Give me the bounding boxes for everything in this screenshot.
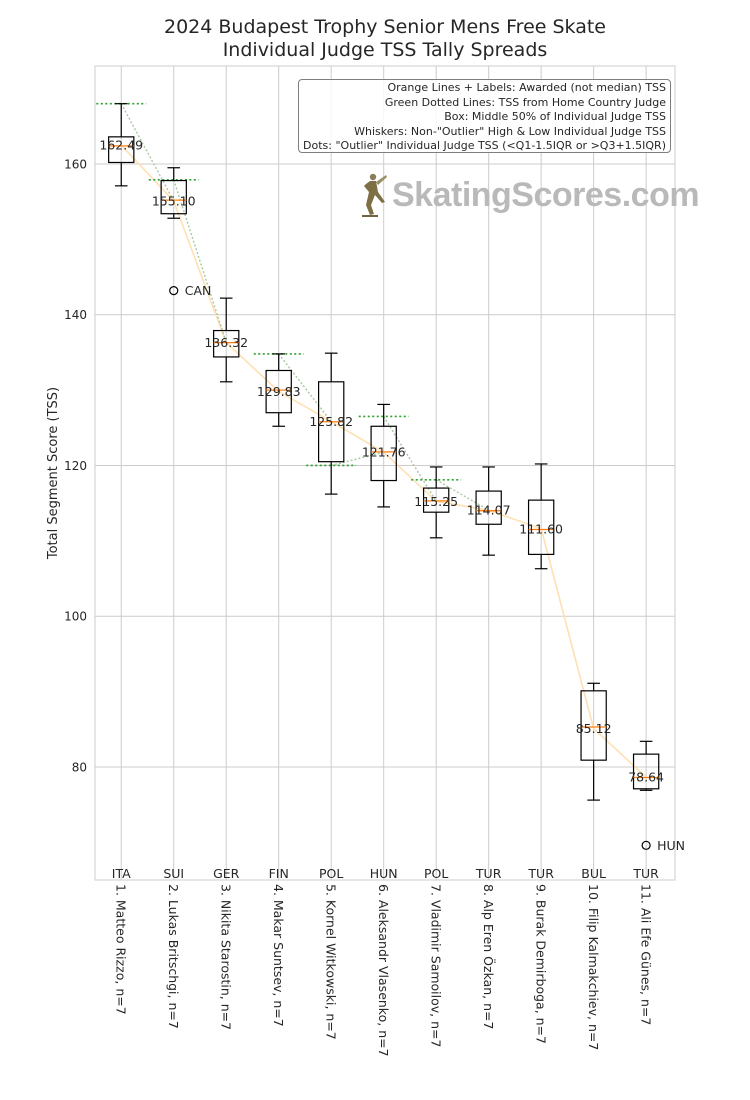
box-layer: CAN HUN — [108, 103, 685, 853]
y-tick-label: 140 — [64, 308, 87, 322]
outlier-point — [641, 840, 651, 850]
iqr-box — [160, 179, 187, 215]
iqr-box — [527, 499, 555, 555]
legend-entry: Orange Lines + Labels: Awarded (not medi… — [387, 81, 667, 94]
home-judge-connector — [383, 416, 437, 502]
skater-box-plot: CAN — [160, 167, 212, 298]
iqr-box — [370, 425, 397, 482]
axis-layer: 80 100 120 140 160 ITA 1. Matteo Rizzo, n=7 SUI… — [64, 157, 659, 1056]
awarded-score-label: 125.82 — [309, 414, 353, 429]
awarded-score-label: 85.12 — [576, 721, 612, 736]
plot-area-background — [95, 66, 675, 880]
country-label: TUR — [527, 866, 554, 881]
iqr-box — [475, 490, 502, 525]
chart-title-line-2: Individual Judge TSS Tally Spreads — [222, 39, 548, 61]
skater-box-plot — [580, 682, 607, 801]
skater-box-plot — [108, 103, 135, 187]
skater-name-tick-label: 10. Filip Kalmakchiev, n=7 — [586, 884, 601, 1050]
skater-name-tick-label: 2. Lukas Britschgi, n=7 — [166, 884, 181, 1029]
awarded-score-label: 162.49 — [99, 138, 143, 153]
skater-name-tick-label: 8. Alp Eren Özkan, n=7 — [481, 884, 497, 1029]
y-tick-label: 160 — [64, 157, 87, 171]
home-judge-connector — [173, 179, 227, 343]
skater-name-tick-label: 7. Vladimir Samoilov, n=7 — [429, 884, 444, 1047]
y-tick-label: 120 — [64, 459, 87, 473]
iqr-box — [580, 690, 607, 761]
awarded-score-label: 155.10 — [152, 193, 196, 208]
country-label: TUR — [475, 866, 502, 881]
legend: Orange Lines + Labels: Awarded (not medi… — [298, 79, 671, 153]
country-label: ITA — [112, 866, 131, 881]
watermark-text: SkatingScores.com — [392, 176, 700, 214]
outlier-label: HUN — [657, 838, 685, 853]
skater-logo-icon — [362, 173, 387, 217]
legend-entry: Dots: "Outlier" Individual Judge TSS (<Q… — [303, 139, 666, 152]
legend-entry: Whiskers: Non-"Outlier" High & Low Indiv… — [354, 124, 666, 138]
outlier-label: CAN — [185, 283, 212, 298]
iqr-box — [213, 329, 240, 358]
legend-entry: Box: Middle 50% of Individual Judge TSS — [444, 110, 666, 123]
skater-name-tick-label: 4. Makar Suntsev, n=7 — [271, 884, 286, 1027]
skater-box-plot — [265, 353, 292, 427]
y-tick-label: 80 — [72, 760, 87, 774]
awarded-score-label: 129.83 — [257, 384, 301, 399]
skater-name-tick-label: 3. Nikita Starostin, n=7 — [219, 884, 234, 1030]
iqr-box — [265, 369, 292, 414]
skater-name-tick-label: 6. Aleksandr Vlasenko, n=7 — [376, 884, 391, 1057]
skater-box-plot — [318, 352, 345, 495]
legend-entry: Green Dotted Lines: TSS from Home Countr… — [384, 95, 666, 109]
home-judge-connector — [331, 451, 384, 467]
awarded-score-label: 136.32 — [204, 335, 248, 350]
y-axis-label: Total Segment Score (TSS) — [46, 387, 61, 560]
awarded-score-label: 78.64 — [628, 770, 664, 785]
chart-title: 2024 Budapest Trophy Senior Mens Free Sk… — [0, 16, 750, 62]
y-tick-label: 100 — [64, 610, 87, 624]
country-label: BUL — [581, 866, 606, 881]
home-judge-layer — [96, 102, 490, 511]
country-label: SUI — [163, 866, 184, 881]
country-label: FIN — [269, 866, 289, 881]
skater-name-tick-label: 1. Matteo Rizzo, n=7 — [114, 884, 129, 1015]
awarded-score-label: 121.76 — [362, 445, 406, 460]
skater-box-plot: HUN — [632, 740, 685, 853]
country-label: POL — [319, 866, 343, 881]
iqr-box — [422, 487, 450, 513]
skater-box-plot — [213, 297, 240, 383]
skater-name-tick-label: 5. Kornel Witkowski, n=7 — [324, 884, 339, 1040]
chart-title-line-1: 2024 Budapest Trophy Senior Mens Free Sk… — [163, 16, 606, 38]
country-label: GER — [213, 866, 240, 881]
country-label: TUR — [632, 866, 659, 881]
awarded-score-label: 114.07 — [467, 503, 511, 518]
iqr-box — [108, 136, 135, 164]
plot-frame — [94, 65, 676, 881]
skater-box-plot — [370, 403, 397, 508]
skater-box-plot — [527, 463, 555, 570]
outlier-point — [169, 286, 179, 296]
iqr-box — [632, 753, 660, 790]
awarded-score-label: 111.60 — [519, 521, 563, 536]
country-label: HUN — [370, 866, 398, 881]
value-label-layer: 162.49 155.10 136.32 129.83 125.82 121.76 115.… — [99, 138, 664, 785]
country-label: POL — [424, 866, 448, 881]
skater-box-plot — [475, 466, 502, 556]
skater-name-tick-label: 11. Ali Efe Günes, n=7 — [639, 884, 654, 1025]
home-judge-connector — [120, 103, 175, 202]
awarded-score-label: 115.25 — [414, 494, 458, 509]
skater-box-plot — [422, 466, 450, 539]
skater-name-tick-label: 9. Burak Demirboga, n=7 — [534, 884, 549, 1044]
